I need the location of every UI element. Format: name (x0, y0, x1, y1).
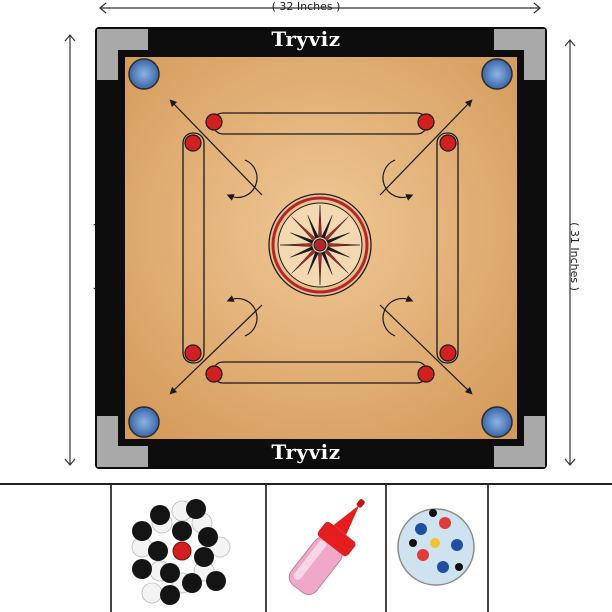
accessory-separator (110, 485, 112, 612)
width-dimension-label: ( 32 Inches ) (271, 0, 341, 13)
baseline-red-dots (184, 113, 457, 383)
coin-set-icon (131, 499, 231, 605)
accessory-separator (265, 485, 267, 612)
accessory-separator (385, 485, 387, 612)
brand-logo-bottom: Tryviz (271, 440, 341, 464)
diagonal-arrows (169, 99, 473, 395)
striker-icon (397, 508, 475, 586)
pockets (128, 58, 513, 438)
corner-arcs (226, 159, 414, 337)
star-point (326, 232, 350, 244)
star-point (326, 246, 350, 258)
star-point (318, 204, 322, 238)
powder-bottle-icon (288, 499, 365, 595)
star-point (307, 251, 319, 275)
star-point (318, 252, 322, 286)
star-point (321, 251, 333, 275)
star-point (324, 216, 349, 241)
star-point (291, 249, 316, 274)
section-divider (0, 483, 612, 485)
corner-guards (97, 29, 545, 467)
star-point (290, 246, 314, 258)
brand-logo-top: Tryviz (271, 27, 341, 51)
star-point (279, 243, 313, 247)
center-circle (268, 193, 372, 297)
star-point (321, 215, 333, 239)
star-point (290, 232, 314, 244)
star-point (324, 249, 349, 274)
accessory-separator (487, 485, 489, 612)
star-point (291, 216, 316, 241)
star-point (327, 243, 361, 247)
star-point (307, 215, 319, 239)
